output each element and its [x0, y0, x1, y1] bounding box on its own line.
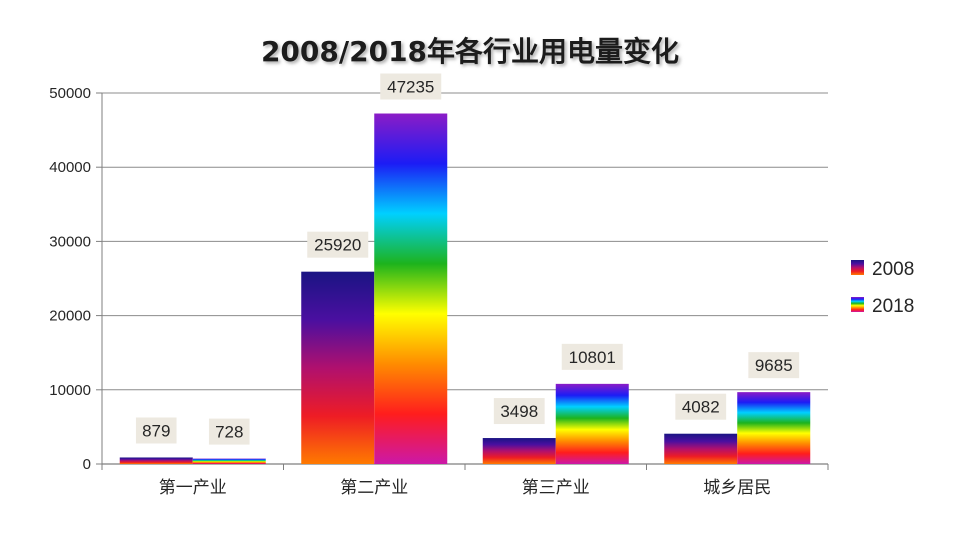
data-label: 10801	[569, 348, 616, 367]
legend-label: 2018	[872, 296, 914, 317]
data-label: 3498	[500, 402, 538, 421]
y-tick-label: 40000	[49, 159, 91, 176]
bar-2008-3	[482, 438, 556, 464]
data-label-bg	[208, 418, 250, 445]
y-tick-label: 20000	[49, 308, 91, 325]
data-label-bg	[135, 417, 177, 444]
gridlines	[102, 92, 828, 391]
y-tick-label: 50000	[49, 85, 91, 102]
legend-item-2018[interactable]: 2018	[851, 296, 914, 317]
data-label-bg	[561, 343, 623, 370]
x-tick-label: 第一产业	[159, 478, 227, 498]
bar-2008-2	[301, 271, 375, 464]
bar-2018-2	[374, 113, 448, 464]
legend-swatch	[851, 297, 864, 312]
x-tick-label: 城乡居民	[703, 478, 771, 498]
bar-2018-4	[737, 392, 811, 464]
bar-2008-1	[119, 457, 193, 464]
data-label: 25920	[314, 236, 361, 255]
legend-label: 2008	[872, 259, 914, 280]
x-tick-label: 第二产业	[340, 478, 408, 498]
data-label-bg	[493, 398, 545, 425]
bars	[119, 113, 811, 464]
data-label-bg	[748, 352, 800, 379]
x-tick-label: 第三产业	[522, 478, 590, 498]
data-label: 879	[142, 421, 170, 440]
data-label: 9685	[755, 356, 793, 375]
y-tick-label: 0	[83, 456, 91, 473]
legend-swatch	[851, 260, 864, 275]
chart-title: 2008/2018年各行业用电量变化	[261, 35, 679, 68]
data-labels: 879 728 25920 47235 3498 10801 4082 9685	[135, 73, 800, 445]
data-label-bg	[307, 231, 369, 258]
legend-item-2008[interactable]: 2008	[851, 259, 914, 280]
data-label-bg	[380, 73, 442, 100]
data-label-bg	[675, 393, 727, 420]
data-label: 4082	[682, 398, 720, 417]
data-label: 728	[215, 423, 243, 442]
bar-2018-1	[192, 458, 266, 464]
legend[interactable]: 2008 2018	[851, 259, 914, 317]
bar-2018-3	[555, 383, 629, 464]
y-tick-label: 10000	[49, 382, 91, 399]
y-tick-label: 30000	[49, 233, 91, 250]
data-label: 47235	[387, 78, 434, 97]
bar-2008-4	[664, 433, 738, 464]
